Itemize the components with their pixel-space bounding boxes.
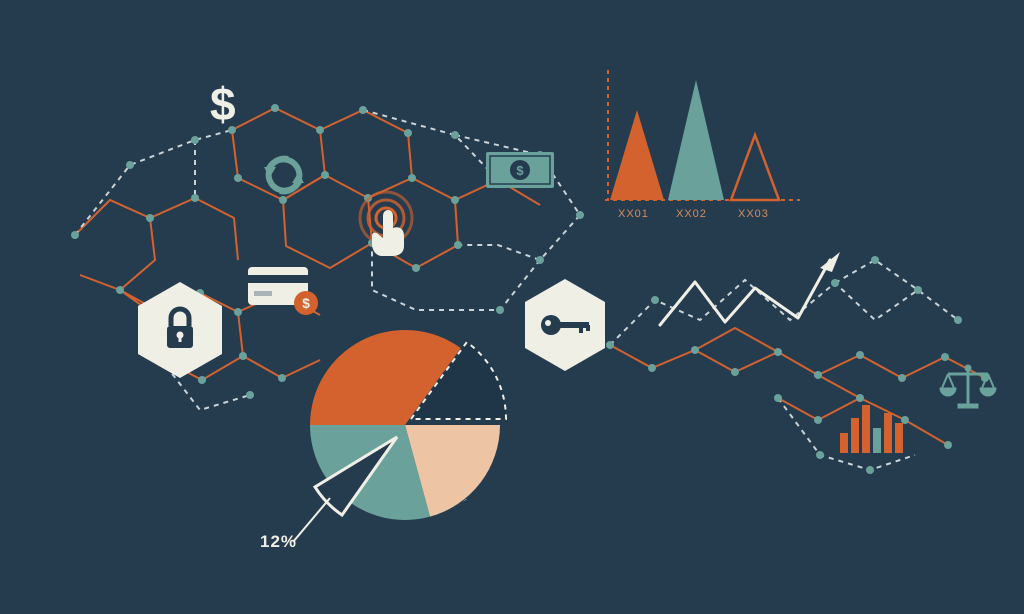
scales-icon [940, 365, 996, 408]
dollar-icon: $ [210, 78, 236, 130]
pie-callout-line [293, 498, 330, 542]
key-hexagon [525, 279, 605, 371]
pie-chart-overlay [309, 329, 506, 521]
triangle-label-1: XX01 [618, 208, 649, 220]
bar-chart [840, 405, 903, 453]
credit-card-icon: $ [248, 267, 318, 315]
banknote-icon: $ [486, 152, 554, 188]
refresh-icon [264, 159, 304, 192]
triangle-chart [605, 70, 800, 200]
svg-text:$: $ [302, 295, 310, 311]
svg-text:$: $ [516, 163, 524, 178]
infographic-stage: $ $ $ [0, 0, 1024, 614]
main-canvas: $ $ $ [0, 0, 1024, 614]
pie-callout-value: 12% [260, 532, 297, 552]
lock-hexagon [138, 282, 222, 378]
triangle-label-2: XX02 [676, 208, 707, 220]
triangle-label-3: XX03 [738, 208, 769, 220]
trend-line [660, 252, 840, 325]
